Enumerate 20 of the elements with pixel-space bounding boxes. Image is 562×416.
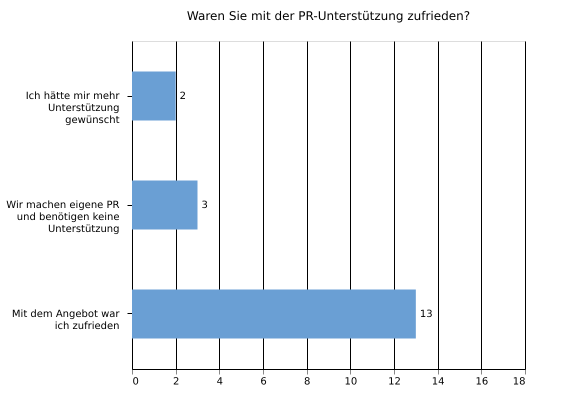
- x-tick-label: 12: [388, 376, 401, 388]
- bar: [132, 180, 198, 230]
- x-tick-label: 2: [172, 376, 180, 388]
- data-label: 3: [202, 200, 208, 211]
- y-tick-label: Mit dem Angebot war ich zufrieden: [12, 308, 120, 332]
- bar: [132, 72, 176, 121]
- x-tick-label: 8: [304, 376, 310, 388]
- y-tick-label: Ich hätte mir mehr Unterstützung gewünscht: [26, 91, 120, 126]
- x-tick-label: 18: [512, 376, 526, 388]
- y-tick-label: Wir machen eigene PR und benötigen keine Unterstützung: [6, 200, 120, 235]
- x-tick-label: 10: [344, 376, 358, 388]
- data-label: 13: [420, 308, 433, 320]
- x-tick-label: 16: [475, 376, 488, 388]
- x-tick-label: 14: [432, 376, 445, 388]
- x-tick-label: 6: [260, 376, 267, 388]
- x-tick-label: 4: [216, 376, 224, 388]
- x-tick-label: 0: [132, 376, 139, 388]
- chart-title: Waren Sie mit der PR-Unterstützung zufrieden?: [186, 9, 470, 23]
- data-label: 2: [180, 91, 186, 102]
- bar: [132, 289, 416, 338]
